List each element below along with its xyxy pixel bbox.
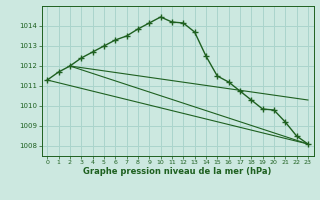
X-axis label: Graphe pression niveau de la mer (hPa): Graphe pression niveau de la mer (hPa) (84, 167, 272, 176)
